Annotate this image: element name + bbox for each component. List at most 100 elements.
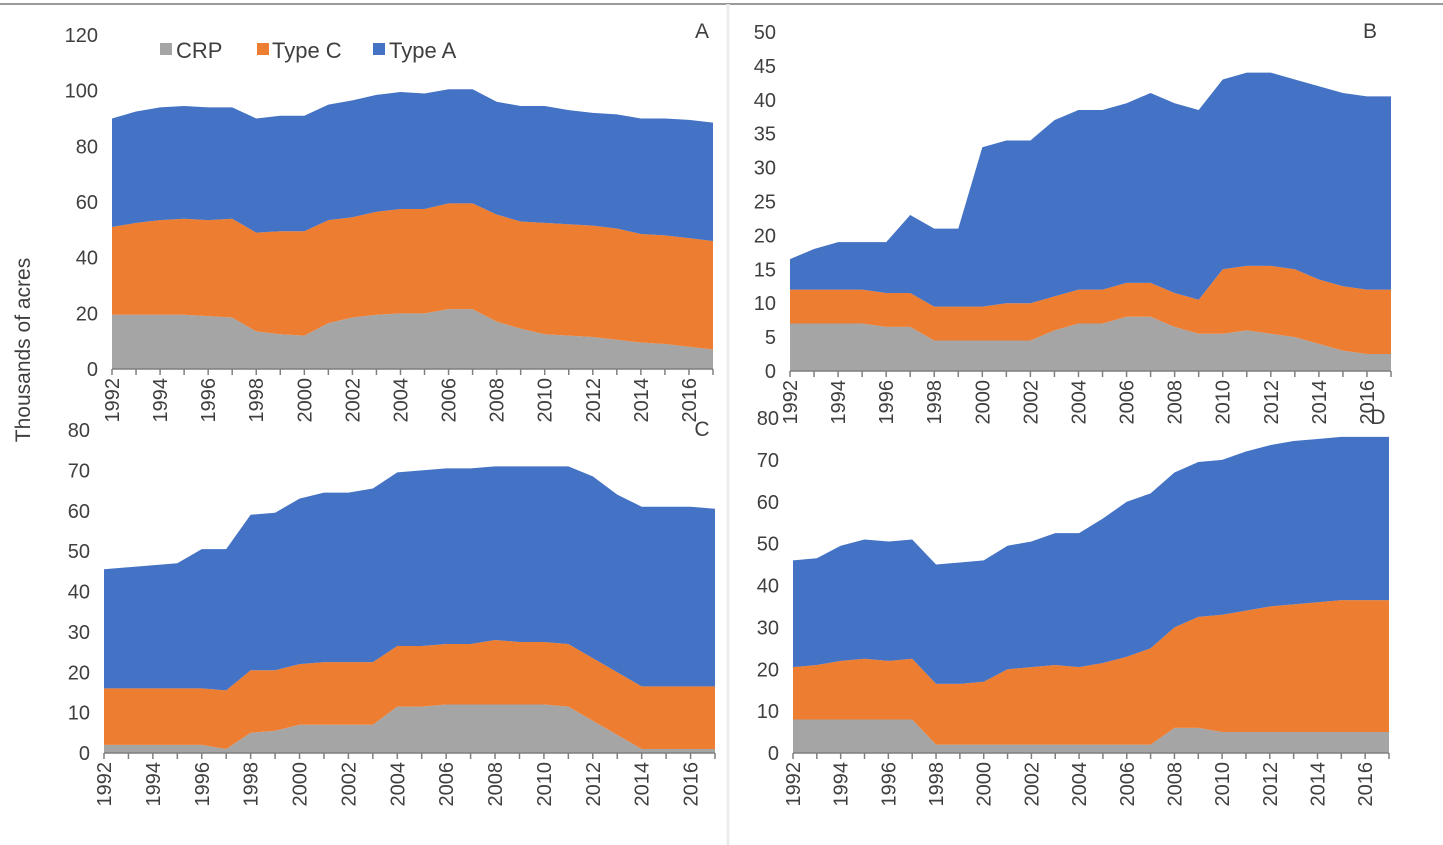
x-tick-label-d: 1994 <box>831 762 853 807</box>
x-tick-label-d: 2016 <box>1355 762 1377 807</box>
x-tick-label-b: 2014 <box>1309 380 1331 425</box>
legend-label-crp: CRP <box>176 38 222 63</box>
y-tick-label-c: 70 <box>68 460 90 482</box>
y-tick-label-a: 80 <box>76 136 98 158</box>
areas-c <box>104 466 715 753</box>
x-tick-label-d: 1996 <box>878 762 900 807</box>
area-c-type-a <box>104 466 715 691</box>
area-d-type-c <box>793 600 1389 745</box>
x-tick-label-a: 1992 <box>102 378 124 423</box>
y-tick-label-b: 35 <box>754 124 776 146</box>
x-tick-label-a: 2014 <box>631 378 653 423</box>
x-tick-label-d: 2000 <box>974 762 996 807</box>
legend-swatch-type-a <box>373 43 385 55</box>
areas-d <box>793 436 1389 753</box>
x-tick-label-a: 2006 <box>439 378 461 423</box>
x-tick-label-c: 2010 <box>534 762 556 807</box>
x-tick-label-a: 2002 <box>342 378 364 423</box>
x-tick-label-d: 2002 <box>1021 762 1043 807</box>
x-tick-label-c: 1992 <box>94 762 116 807</box>
x-tick-label-b: 2012 <box>1261 380 1283 425</box>
x-tick-label-d: 2006 <box>1117 762 1139 807</box>
x-tick-label-a: 2000 <box>294 378 316 423</box>
panel-label-d: D <box>1370 406 1385 429</box>
y-axis-label: Thousands of acres <box>12 258 35 442</box>
areas-b <box>790 72 1391 371</box>
y-tick-label-d: 80 <box>757 408 779 430</box>
areas-a <box>112 89 713 369</box>
x-tick-label-d: 2014 <box>1307 762 1329 807</box>
y-tick-label-d: 30 <box>757 617 779 639</box>
y-tick-label-b: 15 <box>754 259 776 281</box>
x-tick-label-a: 2016 <box>679 378 701 423</box>
y-tick-label-b: 10 <box>754 293 776 315</box>
y-tick-label-c: 80 <box>68 420 90 442</box>
area-a-type-a <box>112 89 713 241</box>
x-tick-label-d: 2008 <box>1164 762 1186 807</box>
x-tick-label-d: 2012 <box>1260 762 1282 807</box>
x-tick-label-c: 1998 <box>241 762 263 807</box>
area-a-type-c <box>112 203 713 350</box>
x-tick-label-c: 2016 <box>681 762 703 807</box>
x-tick-label-c: 2002 <box>338 762 360 807</box>
x-tick-label-d: 2004 <box>1069 762 1091 807</box>
y-tick-label-a: 60 <box>76 192 98 214</box>
x-tick-label-c: 1994 <box>143 762 165 807</box>
x-tick-label-a: 2010 <box>535 378 557 423</box>
y-tick-label-d: 10 <box>757 701 779 723</box>
panel-label-a: A <box>695 20 709 43</box>
panel-label-b: B <box>1363 20 1377 43</box>
y-tick-label-b: 20 <box>754 225 776 247</box>
y-tick-label-c: 20 <box>68 662 90 684</box>
y-tick-label-c: 40 <box>68 582 90 604</box>
y-tick-label-d: 50 <box>757 534 779 556</box>
area-d-crp <box>793 719 1389 753</box>
x-tick-label-a: 2008 <box>487 378 509 423</box>
x-tick-label-b: 2006 <box>1117 380 1139 425</box>
y-tick-label-d: 20 <box>757 659 779 681</box>
panel-c: 0 10 20 30 40 50 60 70 80 1992 1994 1996 1998 2000 200… <box>68 418 716 807</box>
x-tick-label-a: 1998 <box>246 378 268 423</box>
x-tick-label-c: 2000 <box>290 762 312 807</box>
legend-swatch-type-c <box>257 43 269 55</box>
legend-label-type-c: Type C <box>272 38 342 63</box>
y-tick-label-b: 40 <box>754 90 776 112</box>
y-tick-label-c: 30 <box>68 622 90 644</box>
x-tick-label-c: 2004 <box>387 762 409 807</box>
y-tick-label-c: 50 <box>68 541 90 563</box>
area-c-type-c <box>104 639 715 749</box>
panel-label-c: C <box>694 418 709 441</box>
panel-a: 0 20 40 60 80 100 120 1992 1994 1996 1998 2000 2002 2… <box>65 20 714 423</box>
x-tick-label-b: 2008 <box>1165 380 1187 425</box>
area-b-type-c <box>790 265 1391 355</box>
x-tick-label-d: 1998 <box>926 762 948 807</box>
x-tick-label-c: 2014 <box>632 762 654 807</box>
area-a-crp <box>112 309 713 369</box>
y-tick-label-d: 40 <box>757 576 779 598</box>
y-tick-label-b: 0 <box>765 361 776 383</box>
x-tick-label-a: 1994 <box>150 378 172 423</box>
x-tick-label-a: 2004 <box>390 378 412 423</box>
x-tick-label-c: 1996 <box>192 762 214 807</box>
x-tick-label-c: 2006 <box>436 762 458 807</box>
y-tick-label-a: 0 <box>87 359 98 381</box>
legend: CRP Type C Type A <box>160 38 457 63</box>
x-tick-label-b: 1998 <box>924 380 946 425</box>
x-tick-label-a: 2012 <box>583 378 605 423</box>
area-c-crp <box>104 704 715 753</box>
x-tick-label-b: 1992 <box>780 380 802 425</box>
legend-label-type-a: Type A <box>389 38 457 63</box>
x-tick-label-b: 2016 <box>1357 380 1379 425</box>
x-tick-label-b: 1996 <box>876 380 898 425</box>
x-tick-label-d: 1992 <box>783 762 805 807</box>
panel-d: 0 10 20 30 40 50 60 70 80 1992 1994 1996 1998 2000 200… <box>757 406 1390 807</box>
y-tick-label-a: 20 <box>76 303 98 325</box>
y-tick-label-b: 5 <box>765 327 776 349</box>
y-tick-label-b: 45 <box>754 56 776 78</box>
x-tick-label-b: 2002 <box>1020 380 1042 425</box>
x-tick-label-b: 2004 <box>1068 380 1090 425</box>
axes-c: 0 10 20 30 40 50 60 70 80 1992 1994 1996 1998 2000 200… <box>68 420 716 807</box>
x-tick-label-b: 2010 <box>1213 380 1235 425</box>
y-tick-label-a: 40 <box>76 248 98 270</box>
